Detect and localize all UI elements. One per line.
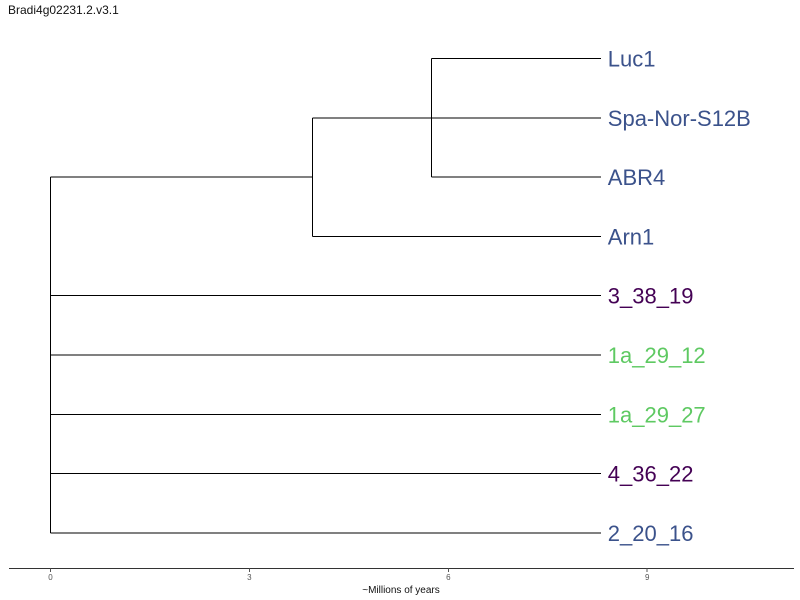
x-axis-title: ~Millions of years [362, 585, 440, 596]
leaf-label-ABR4: ABR4 [608, 165, 665, 190]
x-tick-label-0: 0 [48, 573, 53, 582]
leaf-label-L4_36_22: 4_36_22 [608, 462, 694, 487]
leaf-label-L3_38_19: 3_38_19 [608, 284, 694, 309]
leaf-label-Arn1: Arn1 [608, 224, 654, 249]
leaf-labels: Luc1 Spa-Nor-S12B ABR4 Arn1 3_38_19 1a_29_12 1… [608, 47, 751, 546]
x-tick-label-3: 3 [247, 573, 252, 582]
x-axis: 0 3 6 9 ~Millions of years [9, 568, 794, 596]
branch-lines [50, 58, 601, 534]
x-tick-label-9: 9 [645, 573, 650, 582]
leaf-label-L1a_29_27: 1a_29_27 [608, 402, 706, 427]
leaf-label-Luc1: Luc1 [608, 47, 656, 72]
leaf-label-L1a_29_12: 1a_29_12 [608, 343, 706, 368]
leaf-label-L2_20_16: 2_20_16 [608, 521, 694, 546]
x-axis-ticks: 0 3 6 9 [48, 568, 650, 582]
chart-title: Bradi4g02231.2.v3.1 [8, 3, 119, 17]
x-tick-label-6: 6 [446, 573, 451, 582]
leaf-label-SpaNorS12B: Spa-Nor-S12B [608, 106, 751, 131]
